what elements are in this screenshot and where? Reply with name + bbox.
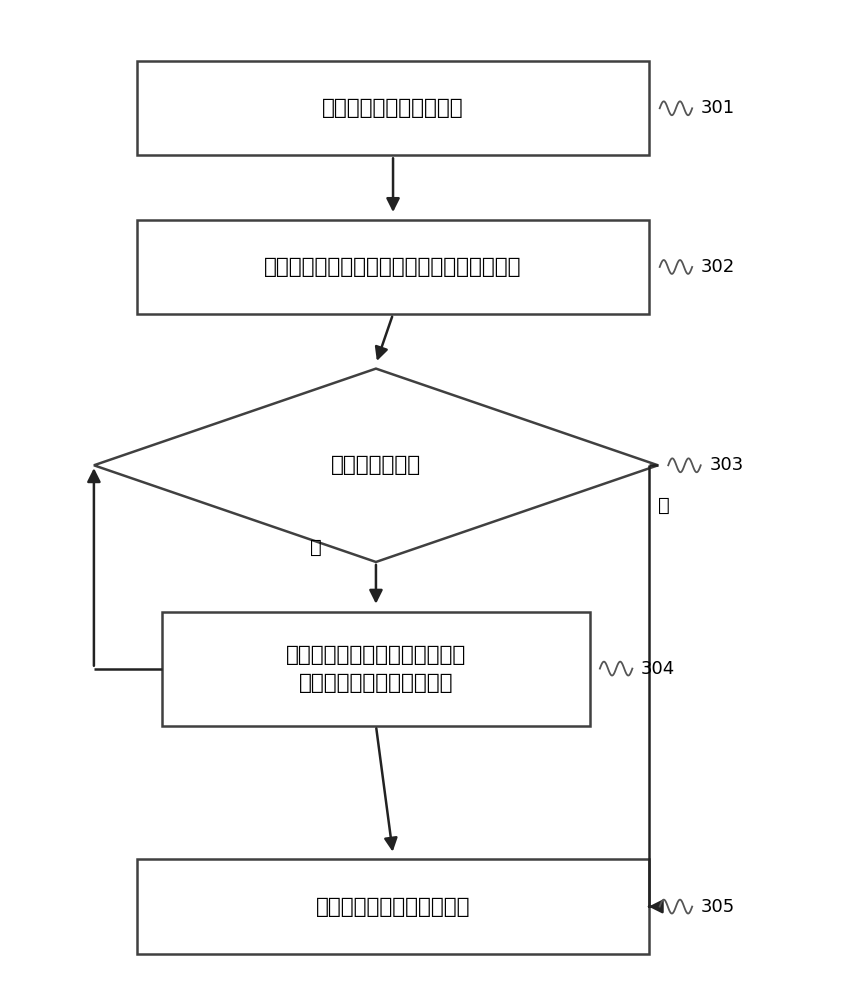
Text: 将流表申请对应的流表信息插入流表组消息中: 将流表申请对应的流表信息插入流表组消息中 [264,257,522,277]
Text: 达到预定时间？: 达到预定时间？ [331,455,421,475]
Polygon shape [94,369,658,562]
Bar [162,612,589,726]
Bar [136,220,650,314]
Text: 304: 304 [641,660,675,678]
Text: 302: 302 [701,258,735,276]
Bar [136,859,650,954]
Text: 303: 303 [709,456,744,474]
Bar [136,61,650,155]
Text: 是: 是 [658,495,670,514]
Text: 301: 301 [701,99,735,117]
Text: 若接收到流表申请，则将对应的
流表信息插入流表组消息中: 若接收到流表申请，则将对应的 流表信息插入流表组消息中 [286,645,466,693]
Text: 305: 305 [701,898,735,916]
Text: 将流表组消息发送给交换机: 将流表组消息发送给交换机 [316,897,470,917]
Text: 否: 否 [310,538,322,557]
Text: 收到流表申请，开始计时: 收到流表申请，开始计时 [322,98,463,118]
